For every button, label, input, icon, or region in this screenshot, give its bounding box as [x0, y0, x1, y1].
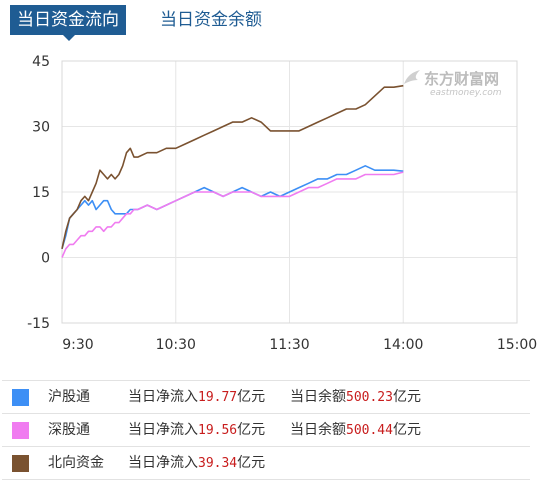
net-inflow: 当日净流入39.34亿元 — [128, 455, 266, 471]
x-tick-label: 10:30 — [156, 337, 196, 353]
y-axis-ticks: 45 30 15 0 -15 — [27, 54, 50, 332]
sz-connect-color-swatch — [12, 422, 29, 439]
y-tick-label: -15 — [27, 316, 50, 332]
legend-name: 北向资金 — [48, 455, 104, 471]
net-inflow: 当日净流入19.56亿元 — [128, 422, 266, 438]
legend-name: 深股通 — [48, 422, 90, 438]
net-inflow: 当日净流入19.77亿元 — [128, 389, 266, 405]
x-axis-ticks: 9:30 10:30 11:30 14:00 15:00 — [62, 337, 537, 353]
y-tick-label: 0 — [41, 251, 50, 267]
capital-flow-chart: 东方财富网 eastmoney.com 45 30 15 0 -15 9:30 10:30… — [27, 54, 537, 353]
series-line-2 — [61, 84, 404, 249]
watermark-name: 东方财富网 — [424, 70, 499, 88]
y-tick-label: 15 — [32, 185, 50, 201]
series-line-1 — [61, 171, 404, 258]
x-tick-label: 11:30 — [269, 337, 309, 353]
tab-daily-capital-flow[interactable]: 当日资金流向 — [10, 5, 126, 41]
legend-table: 沪股通 当日净流入19.77亿元 当日余额500.23亿元 深股通 当日净流入1… — [2, 380, 530, 480]
watermark-url: eastmoney.com — [430, 88, 502, 98]
balance: 当日余额500.44亿元 — [290, 422, 421, 438]
chart-grid — [61, 60, 518, 324]
legend-name: 沪股通 — [48, 389, 90, 405]
plot-border — [61, 60, 518, 324]
x-tick-label: 14:00 — [383, 337, 423, 353]
eastmoney-logo-icon — [404, 70, 420, 84]
x-tick-label: 9:30 — [62, 337, 93, 353]
legend-row-northbound: 北向资金 当日净流入39.34亿元 — [2, 447, 530, 480]
sh-connect-color-swatch — [12, 389, 29, 406]
northbound-color-swatch — [12, 455, 29, 472]
balance: 当日余额500.23亿元 — [290, 389, 421, 405]
legend-row-sz-connect: 深股通 当日净流入19.56亿元 当日余额500.44亿元 — [2, 414, 530, 447]
x-tick-label: 15:00 — [497, 337, 537, 353]
watermark: 东方财富网 eastmoney.com — [404, 70, 502, 98]
series-lines — [61, 84, 404, 258]
tab-daily-capital-balance[interactable]: 当日资金余额 — [160, 10, 262, 30]
legend-row-sh-connect: 沪股通 当日净流入19.77亿元 当日余额500.23亿元 — [2, 381, 530, 414]
y-tick-label: 30 — [32, 120, 50, 136]
tab-bar: 当日资金流向 当日资金余额 — [0, 0, 542, 41]
y-tick-label: 45 — [32, 54, 50, 70]
